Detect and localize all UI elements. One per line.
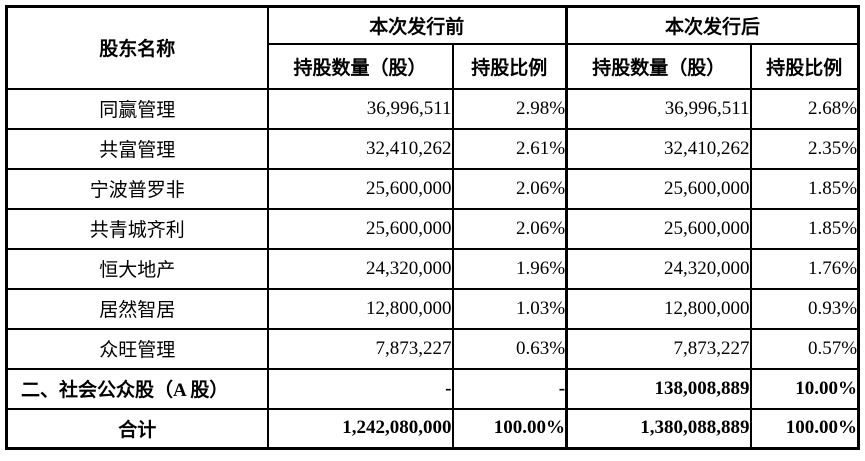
table-row: 众旺管理 7,873,227 0.63% 7,873,227 0.57% bbox=[5, 327, 860, 370]
header-after-issuance: 本次发行后 bbox=[565, 5, 860, 45]
header-row-columns: 持股数量（股） 持股比例 持股数量（股） 持股比例 bbox=[7, 42, 860, 90]
header-after-ratio: 持股比例 bbox=[749, 42, 860, 90]
before-ratio-cell: 2.06% bbox=[451, 207, 568, 250]
shareholder-name-cell: 共青城齐利 bbox=[5, 207, 269, 250]
before-ratio-cell: 100.00% bbox=[451, 407, 568, 450]
table-row: 恒大地产 24,320,000 1.96% 24,320,000 1.76% bbox=[5, 247, 860, 290]
before-quantity-cell: 7,873,227 bbox=[266, 327, 454, 370]
shareholder-name-cell: 居然智居 bbox=[5, 287, 269, 330]
shareholder-name-cell: 合计 bbox=[5, 407, 269, 450]
shareholder-name-cell: 恒大地产 bbox=[5, 247, 269, 290]
before-quantity-cell: 1,242,080,000 bbox=[266, 407, 454, 450]
before-ratio-cell: 1.96% bbox=[451, 247, 568, 290]
after-quantity-cell: 36,996,511 bbox=[565, 87, 752, 130]
table-row: 同赢管理 36,996,511 2.98% 36,996,511 2.68% bbox=[5, 87, 860, 130]
table-row-total: 合计 1,242,080,000 100.00% 1,380,088,889 1… bbox=[5, 407, 860, 450]
after-quantity-cell: 1,380,088,889 bbox=[565, 407, 752, 450]
after-quantity-cell: 25,600,000 bbox=[565, 207, 752, 250]
header-after-quantity: 持股数量（股） bbox=[565, 42, 752, 90]
after-ratio-cell: 0.93% bbox=[749, 287, 860, 330]
after-quantity-cell: 32,410,262 bbox=[565, 127, 752, 170]
before-quantity-cell: 25,600,000 bbox=[266, 207, 454, 250]
after-ratio-cell: 10.00% bbox=[749, 367, 860, 410]
header-before-issuance: 本次发行前 bbox=[266, 5, 568, 45]
after-ratio-cell: 2.35% bbox=[749, 127, 860, 170]
after-quantity-cell: 12,800,000 bbox=[565, 287, 752, 330]
table-row: 宁波普罗非 25,600,000 2.06% 25,600,000 1.85% bbox=[5, 167, 860, 210]
header-row-groups: 股东名称 本次发行前 本次发行后 bbox=[5, 5, 860, 90]
shareholder-name-cell: 众旺管理 bbox=[5, 327, 269, 370]
before-quantity-cell: 32,410,262 bbox=[266, 127, 454, 170]
table-row: 居然智居 12,800,000 1.03% 12,800,000 0.93% bbox=[5, 287, 860, 330]
before-quantity-cell: 24,320,000 bbox=[266, 247, 454, 290]
shareholding-table: 股东名称 本次发行前 本次发行后 持股数量（股） 持股比例 持股数量（股） 持股… bbox=[5, 5, 861, 450]
header-before-quantity: 持股数量（股） bbox=[266, 42, 454, 90]
shareholder-name-cell: 共富管理 bbox=[5, 127, 269, 170]
after-ratio-cell: 2.68% bbox=[749, 87, 860, 130]
before-quantity-cell: - bbox=[266, 367, 454, 410]
before-ratio-cell: - bbox=[451, 367, 568, 410]
after-quantity-cell: 24,320,000 bbox=[565, 247, 752, 290]
after-ratio-cell: 0.57% bbox=[749, 327, 860, 370]
before-ratio-cell: 2.61% bbox=[451, 127, 568, 170]
shareholder-name-cell: 宁波普罗非 bbox=[5, 167, 269, 210]
after-quantity-cell: 138,008,889 bbox=[565, 367, 752, 410]
before-quantity-cell: 12,800,000 bbox=[266, 287, 454, 330]
after-ratio-cell: 1.85% bbox=[749, 207, 860, 250]
table-row: 共青城齐利 25,600,000 2.06% 25,600,000 1.85% bbox=[5, 207, 860, 250]
before-ratio-cell: 1.03% bbox=[451, 287, 568, 330]
before-ratio-cell: 0.63% bbox=[451, 327, 568, 370]
shareholder-name-cell: 同赢管理 bbox=[5, 87, 269, 130]
after-ratio-cell: 1.85% bbox=[749, 167, 860, 210]
after-ratio-cell: 100.00% bbox=[749, 407, 860, 450]
before-ratio-cell: 2.98% bbox=[451, 87, 568, 130]
shareholder-name-cell: 二、社会公众股（A 股） bbox=[5, 367, 269, 410]
table-row: 共富管理 32,410,262 2.61% 32,410,262 2.35% bbox=[5, 127, 860, 170]
after-quantity-cell: 25,600,000 bbox=[565, 167, 752, 210]
after-quantity-cell: 7,873,227 bbox=[565, 327, 752, 370]
table-row-public-shares: 二、社会公众股（A 股） - - 138,008,889 10.00% bbox=[5, 367, 860, 410]
header-before-ratio: 持股比例 bbox=[451, 42, 568, 90]
header-shareholder-name: 股东名称 bbox=[5, 5, 269, 90]
before-ratio-cell: 2.06% bbox=[451, 167, 568, 210]
after-ratio-cell: 1.76% bbox=[749, 247, 860, 290]
before-quantity-cell: 25,600,000 bbox=[266, 167, 454, 210]
before-quantity-cell: 36,996,511 bbox=[266, 87, 454, 130]
